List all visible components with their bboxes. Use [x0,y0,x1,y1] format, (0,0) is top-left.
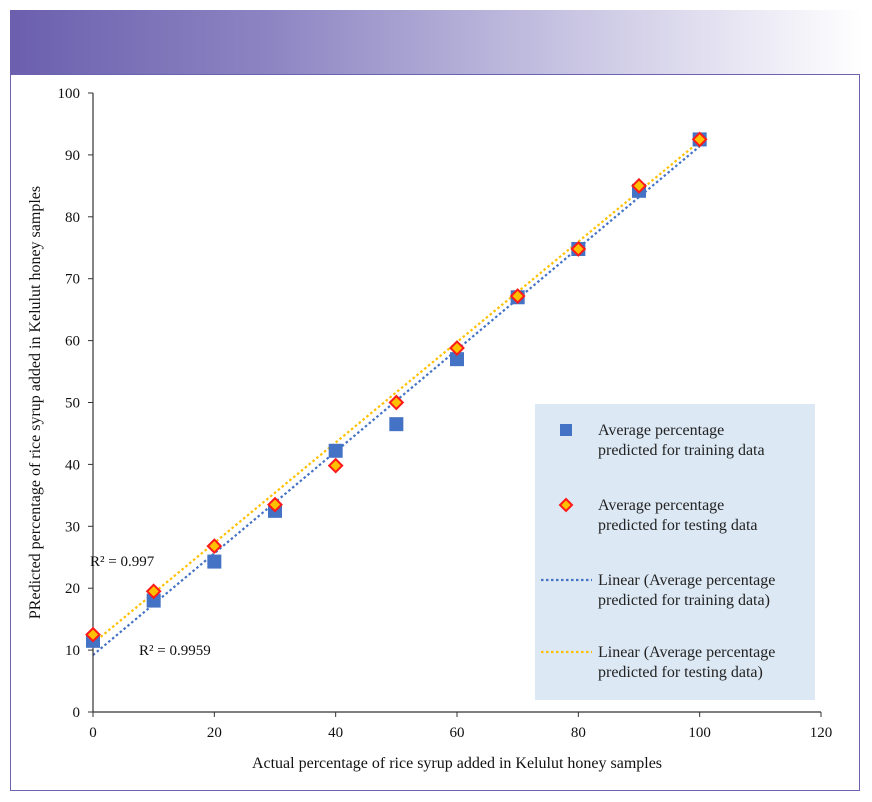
legend-label: Linear (Average percentage [598,572,775,589]
x-tick-label: 40 [328,725,343,741]
legend-label: predicted for testing data [598,517,758,534]
testing-point [327,457,344,474]
training-point [146,593,161,608]
testing-point [449,340,465,356]
y-tick-label: 30 [65,519,80,535]
testing-point [85,626,101,643]
testing-point [206,538,223,555]
legend-label: predicted for training data) [598,592,770,609]
legend: Average percentage predicted for training… [541,422,775,681]
y-tick-label: 80 [65,210,80,226]
x-tick-label: 20 [207,725,222,741]
header-banner [10,10,862,74]
y-tick-label: 20 [65,581,80,597]
x-tick-label: 80 [571,725,586,741]
chart-frame [10,74,860,791]
data-points [85,131,708,648]
y-tick-label: 50 [65,396,80,412]
training-point [207,554,222,569]
r2-label-training: R² = 0.9959 [139,643,211,659]
x-axis-label: Actual percentage of rice syrup added in… [252,755,662,772]
legend-label: predicted for training data [598,442,765,459]
y-tick-label: 90 [65,148,80,164]
y-tick-label: 40 [65,457,80,473]
legend-label: Average percentage [598,497,724,514]
x-tick-label: 0 [89,725,97,741]
testing-point [691,131,708,148]
x-tick-label: 60 [450,725,465,741]
testing-point [570,241,587,257]
testing-point [267,496,283,513]
y-tick-label: 70 [65,272,80,288]
legend-marker-testing [558,497,574,513]
legend-box [535,404,815,700]
axes: 0 10 20 30 40 50 60 70 80 90 100 0 20 40 60 80 100 120 [58,86,833,741]
legend-label: predicted for testing data) [598,664,763,681]
legend-marker-training [560,424,572,436]
y-tick-label: 10 [65,643,80,659]
y-tick-label: 60 [65,334,80,350]
training-point [328,443,343,458]
legend-label: Average percentage [598,422,724,439]
legend-label: Linear (Average percentage [598,644,775,661]
testing-point [509,288,526,304]
testing-point [631,177,647,194]
x-tick-label: 100 [688,725,711,741]
testing-point [388,394,405,411]
trendline-testing [92,140,701,645]
testing-point [145,583,162,600]
y-tick-label: 0 [73,705,81,721]
x-tick-label: 120 [810,725,833,741]
y-tick-label: 100 [58,86,81,102]
r2-label-testing: R² = 0.997 [90,554,155,570]
training-point [450,352,464,367]
training-point [389,417,404,432]
y-axis-label: PRedicted percentage of rice syrup added… [27,186,44,619]
